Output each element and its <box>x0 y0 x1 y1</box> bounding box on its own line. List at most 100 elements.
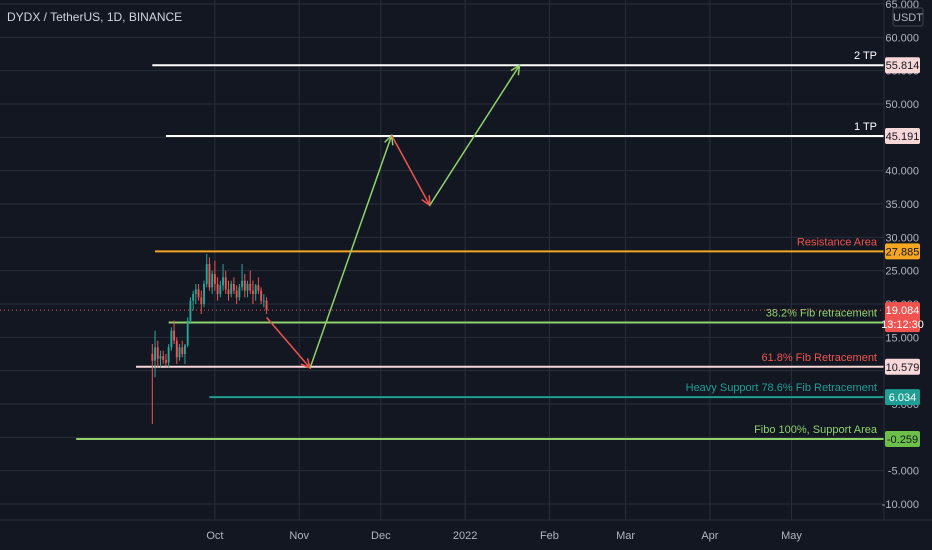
candle-body <box>257 285 260 291</box>
candle-body <box>167 347 170 363</box>
candle-body <box>192 294 195 301</box>
candle-body <box>224 277 227 290</box>
candle-body <box>235 290 238 298</box>
candle-body <box>175 340 178 358</box>
badge-fib786 <box>885 389 920 406</box>
candle-body <box>162 356 165 360</box>
y-tick-label: 15.000 <box>885 332 919 344</box>
candle-body <box>260 290 263 301</box>
projection-arrow[interactable] <box>429 64 521 206</box>
level-label-tp2: 2 TP <box>854 50 877 62</box>
candle-body <box>170 330 173 348</box>
candle-body <box>254 285 257 294</box>
candle-body <box>252 290 254 294</box>
badge-fib100 <box>885 431 920 448</box>
candle-body <box>184 345 186 354</box>
candle-body <box>222 277 224 286</box>
projection-arrows <box>265 63 521 370</box>
level-label-fib786: Heavy Support 78.6% Fib Retracement <box>686 382 877 394</box>
horizontal-levels: 2 TP 1 TP Resistance Area 38.2% Fib retrace… <box>76 50 884 441</box>
candle-body <box>203 284 205 304</box>
y-tick-label: -10.000 <box>882 499 919 511</box>
candle-body <box>159 356 162 359</box>
x-tick-label: May <box>781 530 802 542</box>
candle-body <box>249 284 252 291</box>
candle-body <box>265 300 268 311</box>
y-tick-label: 30.000 <box>885 232 919 244</box>
currency-button[interactable] <box>892 7 924 27</box>
candle-body <box>211 274 214 288</box>
candle-body <box>189 300 192 321</box>
badge-tp1 <box>885 128 920 145</box>
y-tick-label: 50.000 <box>885 99 919 111</box>
level-label-resistance: Resistance Area <box>797 236 878 248</box>
current-price-countdown: 13:12:30 <box>881 319 924 331</box>
y-tick-label: 25.000 <box>885 266 919 278</box>
x-tick-label: Oct <box>206 530 223 542</box>
x-tick-label: 2022 <box>453 530 477 542</box>
x-tick-label: Mar <box>616 530 635 542</box>
candlestick-series <box>151 254 268 424</box>
y-tick-label: 60.000 <box>885 32 919 44</box>
badge-fib618-text: 10.579 <box>886 362 920 374</box>
candle-body <box>186 320 189 346</box>
symbol-title: DYDX / TetherUS, 1D, BINANCE <box>7 10 182 24</box>
y-tick-label: -5.000 <box>888 466 919 478</box>
candle-body <box>164 360 167 363</box>
candle-body <box>197 289 200 298</box>
candle-body <box>219 285 222 294</box>
candle-body <box>243 280 246 291</box>
currency-label: USDT <box>893 12 923 24</box>
price-badges: 55.81445.19127.88517.22210.5796.034-0.25… <box>881 57 924 448</box>
projection-arrow[interactable] <box>391 134 431 206</box>
candle-body <box>241 280 244 288</box>
candle-body <box>200 297 203 304</box>
badge-resistance <box>885 243 920 260</box>
badge-tp1-text: 45.191 <box>886 131 920 143</box>
candle-body <box>173 330 176 341</box>
candle-body <box>262 300 265 302</box>
time-axis[interactable]: Oct Nov Dec 2022 Feb Mar Apr May <box>206 530 802 542</box>
level-label-fib618: 61.8% Fib Retracement <box>761 352 877 364</box>
y-tick-label: 65.000 <box>885 0 919 11</box>
projection-arrow[interactable] <box>309 135 393 369</box>
candle-body <box>238 287 241 298</box>
badge-fib786-text: 6.034 <box>889 392 917 404</box>
x-tick-label: Apr <box>701 530 718 542</box>
x-tick-label: Dec <box>371 530 391 542</box>
badge-fib100-text: -0.259 <box>887 434 918 446</box>
level-label-tp1: 1 TP <box>854 121 877 133</box>
arrow-head <box>510 63 521 76</box>
badge-tp2-text: 55.814 <box>886 60 920 72</box>
candle-body <box>181 347 184 354</box>
current-price-badge <box>885 302 920 333</box>
y-tick-label: 35.000 <box>885 199 919 211</box>
candle-body <box>154 347 156 361</box>
badge-resistance-text: 27.885 <box>886 246 920 258</box>
current-price-value: 19.084 <box>886 305 920 317</box>
candle-body <box>208 264 211 288</box>
candle-body <box>205 264 208 284</box>
candle-body <box>216 284 219 294</box>
candle-body <box>151 354 154 361</box>
candle-body <box>178 347 181 358</box>
level-label-fib100: Fibo 100%, Support Area <box>754 424 878 436</box>
y-tick-label: 40.000 <box>885 166 919 178</box>
candle-body <box>246 284 249 291</box>
badge-tp2 <box>885 57 920 74</box>
candle-body <box>230 284 233 294</box>
candle-body <box>213 274 216 284</box>
grid-lines <box>0 0 884 520</box>
candle-body <box>194 289 197 294</box>
projection-arrow[interactable] <box>265 316 311 369</box>
x-tick-label: Feb <box>540 530 559 542</box>
candle-body <box>232 284 235 291</box>
candle-body <box>227 289 230 294</box>
badge-fib618 <box>885 358 920 375</box>
candle-body <box>156 347 159 359</box>
x-tick-label: Nov <box>289 530 309 542</box>
level-label-fib382: 38.2% Fib retracement <box>766 308 877 320</box>
